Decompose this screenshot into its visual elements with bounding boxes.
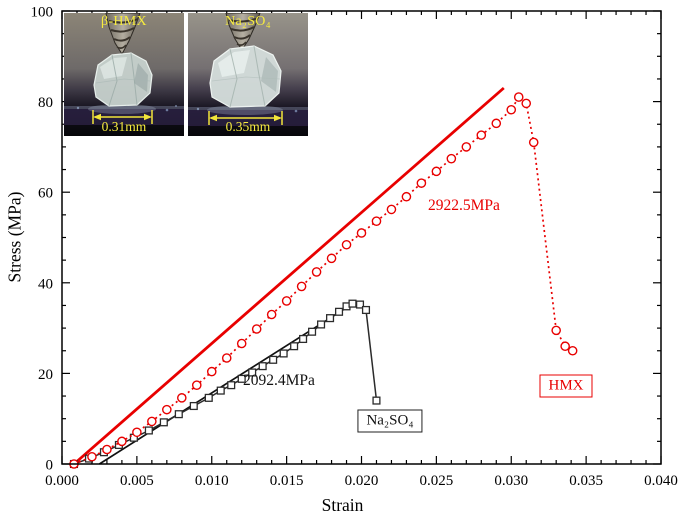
svg-text:40: 40 bbox=[38, 276, 53, 292]
na2so4-series-label: Na₂SO₄ bbox=[357, 409, 423, 433]
svg-text:0: 0 bbox=[46, 458, 54, 474]
beta-hmx-scale-text: 0.31mm bbox=[101, 119, 147, 134]
na2so4-photo-image bbox=[188, 12, 308, 136]
photo-beta-hmx: β-HMX 0.31mm bbox=[64, 12, 184, 136]
svg-text:0.000: 0.000 bbox=[45, 473, 79, 489]
svg-text:0.020: 0.020 bbox=[345, 473, 379, 489]
beta-hmx-photo-image bbox=[64, 12, 184, 136]
svg-text:0.040: 0.040 bbox=[644, 473, 678, 489]
hmx-modulus-annotation: 2922.5MPa bbox=[428, 197, 500, 214]
svg-text:60: 60 bbox=[38, 186, 53, 202]
na2so4-photo-label: Na₂SO₄ bbox=[225, 14, 271, 29]
y-axis-label: Stress (MPa) bbox=[4, 191, 25, 283]
indenter-icon bbox=[105, 12, 141, 55]
hmx-series-label: HMX bbox=[539, 374, 593, 398]
svg-text:0.025: 0.025 bbox=[420, 473, 454, 489]
crystal-shape bbox=[209, 45, 282, 108]
inset-photos: β-HMX 0.31mm bbox=[64, 12, 308, 136]
crystal-shape bbox=[93, 52, 153, 107]
svg-text:0.005: 0.005 bbox=[120, 473, 154, 489]
na2so4-modulus-annotation: 2092.4MPa bbox=[243, 372, 315, 389]
svg-text:80: 80 bbox=[38, 95, 53, 111]
svg-text:0.015: 0.015 bbox=[270, 473, 304, 489]
photo-na2so4: Na₂SO₄ 0.35mm bbox=[188, 12, 308, 136]
svg-text:0.035: 0.035 bbox=[569, 473, 603, 489]
svg-text:100: 100 bbox=[31, 5, 54, 21]
svg-text:0.010: 0.010 bbox=[195, 473, 229, 489]
indenter-icon bbox=[225, 12, 261, 51]
beta-hmx-photo-label: β-HMX bbox=[101, 14, 147, 29]
x-axis-label: Strain bbox=[321, 495, 364, 515]
svg-text:20: 20 bbox=[38, 367, 53, 383]
svg-text:0.030: 0.030 bbox=[494, 473, 528, 489]
na2so4-scale-text: 0.35mm bbox=[225, 119, 271, 134]
